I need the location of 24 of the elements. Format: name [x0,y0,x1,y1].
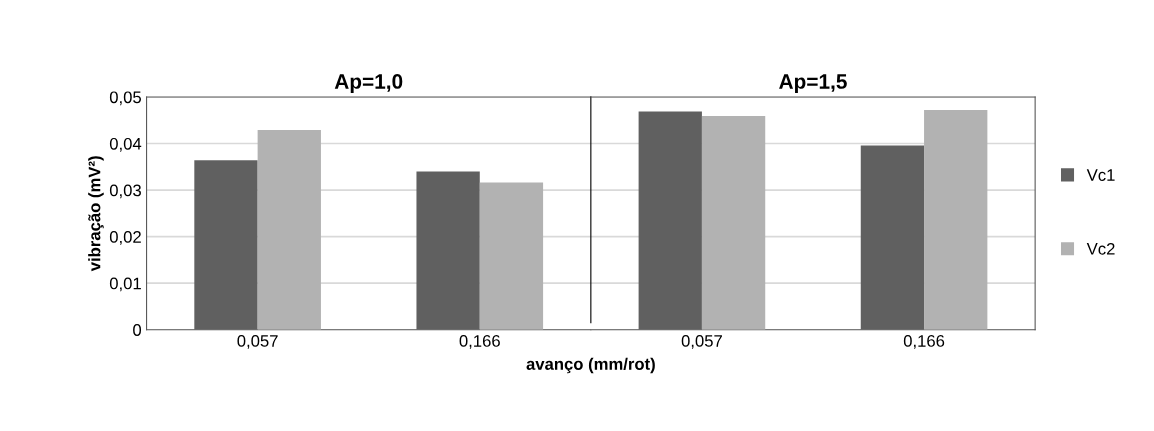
x-tick-label: 0,166 [903,335,945,349]
legend-label: Vc1 [1086,169,1115,181]
x-tick-label: 0,057 [681,335,722,349]
legend-label: Vc2 [1086,242,1115,255]
bar [416,171,480,330]
x-tick-label: 0,057 [237,335,278,349]
y-tick-label: 0,03 [109,184,141,199]
chart-title: Ap=1,5 [779,74,847,93]
bar [479,182,544,330]
chart-title: Ap=1,0 [334,74,403,93]
bar [924,110,988,330]
bar [701,116,766,330]
y-tick-label: 0,04 [109,137,142,152]
bar [860,145,925,330]
x-tick-label: 0,166 [459,335,500,349]
y-tick-label: 0,05 [109,91,141,106]
x-axis-title: avanço (mm/rot) [526,357,655,374]
y-tick-label: 0,02 [109,231,141,245]
bar [194,160,258,330]
y-tick-label: 0,01 [109,277,141,292]
y-axis-title: vibração (mV²) [88,156,104,272]
bar [257,130,321,330]
bar [638,111,702,330]
y-tick-label: 0 [133,324,142,336]
